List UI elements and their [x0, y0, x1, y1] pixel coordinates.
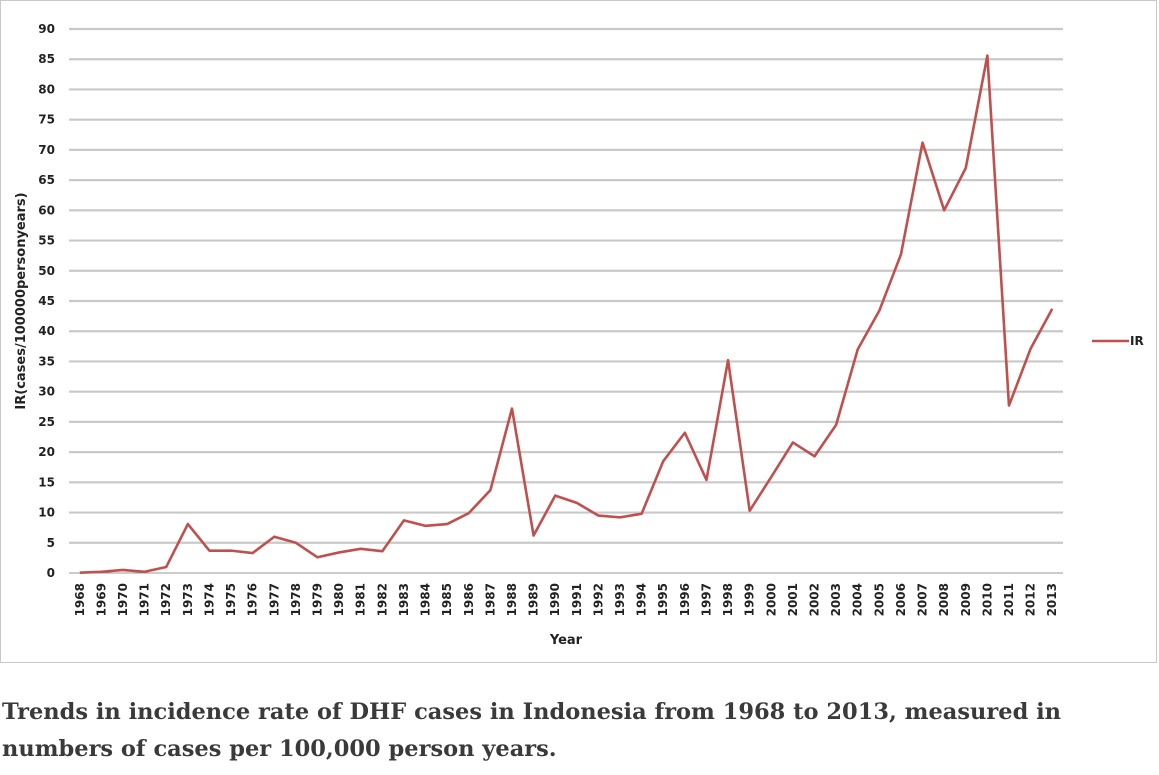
x-tick-label: 1975 — [224, 583, 238, 616]
x-tick-label: 2011 — [1002, 583, 1016, 616]
x-tick-label: 1993 — [613, 583, 627, 616]
x-tick-label: 1983 — [397, 583, 411, 616]
x-tick-label: 2009 — [959, 583, 973, 616]
x-tick-label: 1997 — [699, 583, 713, 616]
line-chart: 0 5 10 15 20 25 30 35 40 45 50 55 60 65 70 75 80 85 90 196… — [14, 22, 1144, 648]
x-tick-label: 2010 — [980, 583, 994, 616]
y-tick-label: 75 — [38, 113, 55, 127]
chart-frame: 0 5 10 15 20 25 30 35 40 45 50 55 60 65 70 75 80 85 90 196… — [0, 0, 1157, 663]
x-tick-label: 1973 — [181, 583, 195, 616]
series-layer — [79, 54, 1054, 574]
x-tick-label: 1974 — [202, 583, 216, 616]
y-tick-label: 25 — [38, 415, 55, 429]
x-tick-label: 2003 — [829, 583, 843, 616]
x-tick-label: 2000 — [764, 583, 778, 616]
x-tick-label: 1992 — [591, 583, 605, 616]
x-tick-label: 1978 — [289, 583, 303, 616]
y-tick-label: 50 — [38, 264, 55, 278]
x-tick-label: 2012 — [1024, 583, 1038, 616]
x-tick-label: 2001 — [786, 583, 800, 616]
x-tick-label: 1982 — [375, 583, 389, 616]
x-tick-label: 1988 — [505, 583, 519, 616]
gridlines — [69, 27, 1063, 544]
x-tick-label: 1970 — [116, 583, 130, 616]
figure-caption: Trends in incidence rate of DHF cases in… — [2, 699, 1062, 762]
x-tick-label: 1986 — [462, 583, 476, 616]
y-tick-label: 15 — [38, 475, 55, 489]
x-tick-label: 1976 — [246, 583, 260, 616]
y-tick-label: 80 — [38, 82, 55, 96]
y-tick-label: 0 — [47, 566, 55, 580]
x-tick-label: 2007 — [916, 583, 930, 616]
x-tick-label: 1985 — [440, 583, 454, 616]
x-tick-labels: 1968 1969 1970 1971 1972 1973 1974 1975 1976 1977… — [73, 583, 1059, 616]
x-tick-label: 1969 — [94, 583, 108, 616]
x-tick-label: 1991 — [570, 583, 584, 616]
x-axis-title: Year — [549, 633, 583, 648]
series-line-ir — [79, 54, 1054, 574]
y-tick-label: 20 — [38, 445, 55, 459]
x-tick-label: 1995 — [656, 583, 670, 616]
x-tick-label: 2005 — [872, 583, 886, 616]
x-tick-label: 1981 — [354, 583, 368, 616]
y-tick-label: 60 — [38, 203, 55, 217]
x-tick-label: 1996 — [678, 583, 692, 616]
y-tick-labels: 0 5 10 15 20 25 30 35 40 45 50 55 60 65 70 75 80 85 90 — [38, 22, 55, 580]
y-tick-label: 35 — [38, 354, 55, 368]
x-tick-label: 1980 — [332, 583, 346, 616]
x-tick-label: 2004 — [851, 583, 865, 616]
x-tick-label: 2006 — [894, 583, 908, 616]
y-tick-label: 70 — [38, 143, 55, 157]
x-tick-label: 1971 — [138, 583, 152, 616]
x-tick-label: 1994 — [635, 583, 649, 616]
y-tick-label: 40 — [38, 324, 55, 338]
y-tick-label: 5 — [47, 536, 55, 550]
y-axis-title: IR(cases/100000personyears) — [14, 192, 29, 409]
y-tick-label: 10 — [38, 506, 55, 520]
y-tick-label: 90 — [38, 22, 55, 36]
x-tick-label: 1989 — [527, 583, 541, 616]
x-tick-label: 1998 — [721, 583, 735, 616]
x-tick-label: 1999 — [743, 583, 757, 616]
x-tick-label: 1987 — [483, 583, 497, 616]
x-tick-label: 1968 — [73, 583, 87, 616]
x-tick-label: 1979 — [311, 583, 325, 616]
x-tick-label: 1990 — [548, 583, 562, 616]
x-tick-label: 2002 — [808, 583, 822, 616]
x-tick-label: 2008 — [937, 583, 951, 616]
y-tick-label: 65 — [38, 173, 55, 187]
x-tick-label: 1977 — [267, 583, 281, 616]
legend: IR — [1092, 334, 1144, 348]
y-tick-label: 30 — [38, 385, 55, 399]
x-tick-label: 1984 — [419, 583, 433, 616]
y-tick-label: 85 — [38, 52, 55, 66]
y-tick-label: 45 — [38, 294, 55, 308]
x-tick-label: 2013 — [1045, 583, 1059, 616]
y-tick-label: 55 — [38, 234, 55, 248]
x-tick-label: 1972 — [159, 583, 173, 616]
legend-label-ir: IR — [1130, 334, 1144, 348]
